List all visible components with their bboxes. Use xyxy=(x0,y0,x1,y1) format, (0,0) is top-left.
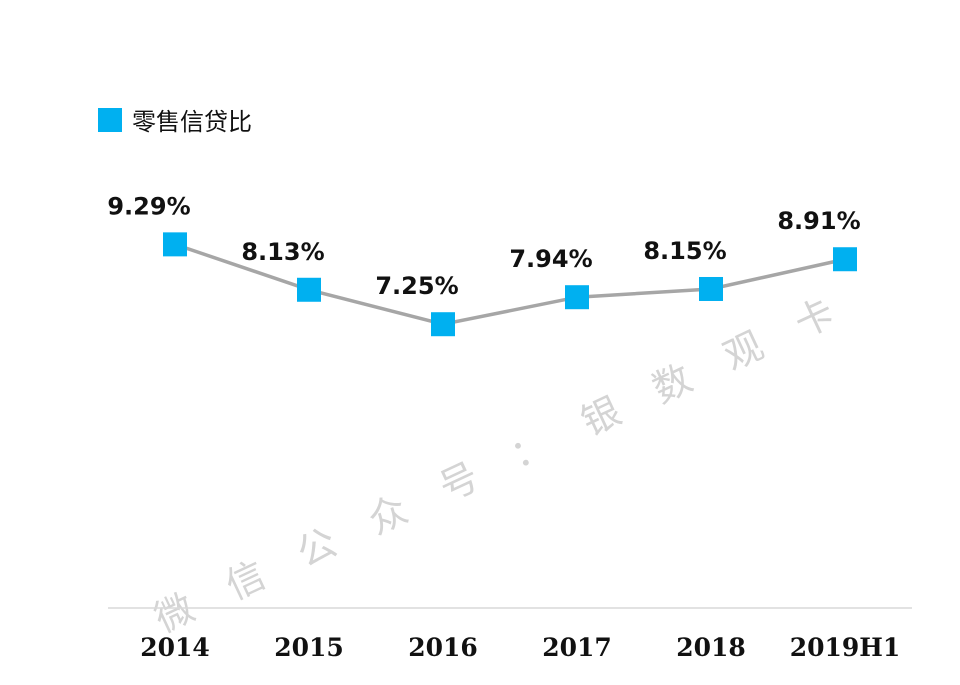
watermark-char: 众 xyxy=(361,487,414,543)
watermark-char: 卡 xyxy=(788,290,841,346)
x-tick-label-2017: 2017 xyxy=(542,633,612,662)
watermark-char: ： xyxy=(504,421,557,477)
data-label-2015: 8.13% xyxy=(241,238,324,266)
watermark-char: 公 xyxy=(290,520,343,576)
x-tick-labels: 2014 2015 2016 2017 2018 2019H1 xyxy=(140,633,900,662)
data-point-2014 xyxy=(163,232,187,257)
data-label-2019H1: 8.91% xyxy=(777,207,860,235)
data-label-2017: 7.94% xyxy=(509,245,592,273)
data-labels: 9.29% 8.13% 7.25% 7.94% 8.15% 8.91% xyxy=(107,192,860,300)
data-point-2019H1 xyxy=(833,247,857,272)
watermark-char: 号 xyxy=(432,454,485,510)
watermark-char: 观 xyxy=(717,323,770,379)
legend-swatch xyxy=(98,108,122,132)
legend-label: 零售信贷比 xyxy=(132,108,252,136)
series-line xyxy=(174,242,846,327)
x-tick-label-2016: 2016 xyxy=(408,633,478,662)
data-markers xyxy=(163,232,857,337)
data-point-2017 xyxy=(565,285,589,310)
data-point-2018 xyxy=(699,276,723,301)
x-tick-label-2015: 2015 xyxy=(274,633,344,662)
data-label-2014: 9.29% xyxy=(107,192,190,220)
data-point-2015 xyxy=(297,277,321,302)
data-point-2016 xyxy=(431,312,455,337)
data-label-2016: 7.25% xyxy=(375,272,458,300)
watermark-char: 信 xyxy=(219,552,272,608)
watermark-char: 数 xyxy=(646,356,699,412)
x-tick-label-2014: 2014 xyxy=(140,633,210,662)
legend: 零售信贷比 xyxy=(98,108,252,136)
x-tick-label-2019H1: 2019H1 xyxy=(790,633,901,662)
x-tick-label-2018: 2018 xyxy=(676,633,746,662)
watermark-char: 银 xyxy=(575,389,628,445)
data-label-2018: 8.15% xyxy=(643,237,726,265)
